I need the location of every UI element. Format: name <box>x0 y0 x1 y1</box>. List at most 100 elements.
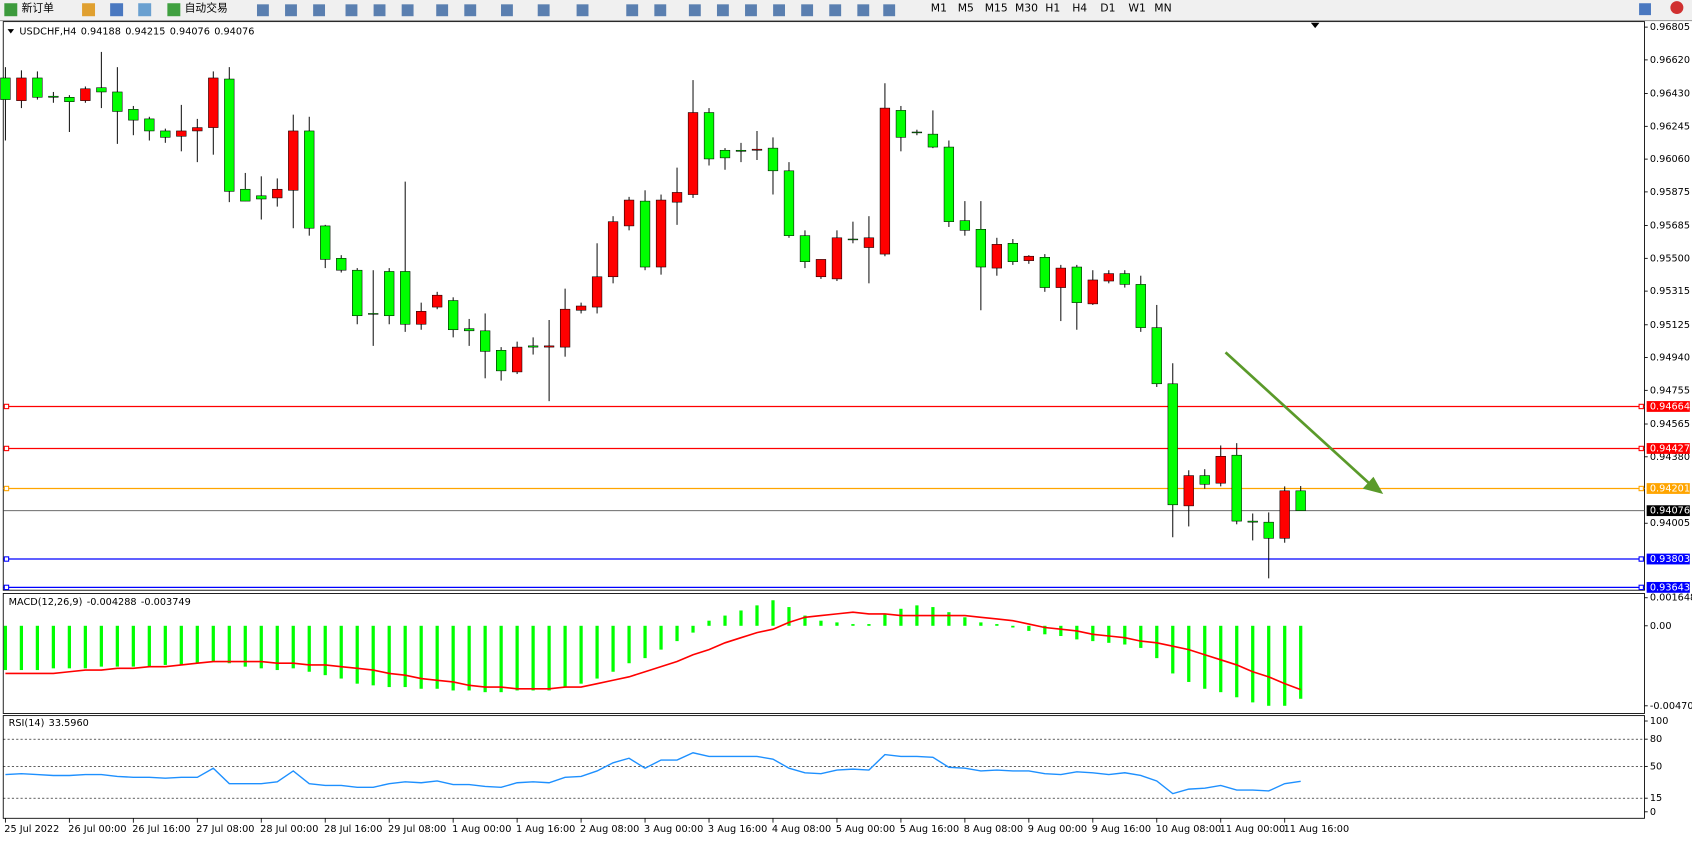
candle-body <box>959 220 971 231</box>
macd-bar <box>595 625 599 679</box>
macd-bar <box>227 625 231 664</box>
rsi-panel <box>2 715 1645 819</box>
timeframe-button[interactable]: W1 <box>1128 2 1146 15</box>
candle-body <box>224 78 235 192</box>
price-tag-label: 0.94076 <box>1650 506 1690 517</box>
toolbar-icon[interactable] <box>801 4 814 17</box>
account-icon[interactable] <box>1670 1 1684 15</box>
toolbar-icon[interactable] <box>82 3 96 17</box>
auto-trading-icon[interactable] <box>167 3 181 17</box>
toolbar-icon[interactable] <box>857 4 870 17</box>
timeframe-button[interactable]: M15 <box>985 2 1008 15</box>
toolbar-icon[interactable] <box>716 4 729 17</box>
candle-body <box>1087 279 1098 305</box>
price-tag <box>1646 505 1690 517</box>
x-tick-label: 9 Aug 00:00 <box>1028 824 1087 835</box>
toolbar-icon[interactable] <box>256 4 269 17</box>
auto-trading-button[interactable]: 自动交易 <box>185 1 228 15</box>
timeframe-button[interactable]: H4 <box>1072 2 1087 15</box>
candle-body <box>0 77 11 100</box>
candle-body <box>64 97 75 102</box>
toolbar-icon[interactable] <box>401 4 414 17</box>
macd-bar <box>291 625 295 669</box>
macd-bar <box>499 625 503 693</box>
candle-body <box>240 188 251 202</box>
timeframe-button[interactable]: H1 <box>1045 2 1060 15</box>
price-tag <box>1646 401 1690 412</box>
toolbar-icon[interactable] <box>626 4 639 17</box>
macd-bar <box>851 624 855 626</box>
candle-body <box>591 276 603 308</box>
new-order-button[interactable]: 新订单 <box>22 1 55 15</box>
candle-body <box>1103 273 1114 282</box>
toolbar-icon[interactable] <box>285 4 297 17</box>
timeframe-button[interactable]: D1 <box>1100 2 1115 15</box>
candle-body <box>671 192 683 203</box>
search-icon[interactable] <box>1639 3 1651 16</box>
new-order-icon[interactable] <box>4 3 18 17</box>
candle-body <box>80 88 91 101</box>
toolbar-icon[interactable] <box>773 4 785 17</box>
macd-bar <box>1091 625 1095 642</box>
timeframe-button[interactable]: MN <box>1154 2 1171 15</box>
candle-body <box>511 346 523 373</box>
candle-body <box>1151 327 1162 385</box>
x-tick-label: 5 Aug 00:00 <box>836 824 895 835</box>
macd-bar <box>35 625 40 671</box>
y-tick-label: 0.95125 <box>1650 320 1690 331</box>
toolbar-icon[interactable] <box>464 4 477 17</box>
toolbar-icon[interactable] <box>576 4 589 17</box>
macd-bar <box>67 625 71 669</box>
x-tick-label: 10 Aug 08:00 <box>1156 824 1221 835</box>
macd-bar <box>867 624 871 626</box>
macd-bar <box>83 625 87 669</box>
candle-body <box>48 95 59 98</box>
candle-body <box>32 77 43 98</box>
y-tick-label: 0.94755 <box>1650 385 1690 396</box>
toolbar-icon[interactable] <box>436 4 449 17</box>
toolbar-icon[interactable] <box>745 4 757 17</box>
indicator-header: RSI(14) 33.5960 <box>9 718 89 729</box>
macd-bar <box>467 625 471 691</box>
x-tick-label: 9 Aug 16:00 <box>1092 824 1151 835</box>
candle-body <box>448 300 459 331</box>
y-tick-label: 0.94005 <box>1650 518 1690 529</box>
candle-body <box>192 127 203 132</box>
candle-body <box>1135 284 1146 328</box>
candle-body <box>144 118 155 132</box>
toolbar-icon[interactable] <box>829 4 842 17</box>
y-tick-label: 0.94940 <box>1650 353 1690 364</box>
macd-bar <box>787 607 791 626</box>
toolbar-icon[interactable] <box>138 3 152 17</box>
x-tick-label: 5 Aug 16:00 <box>900 824 959 835</box>
toolbar-icon[interactable] <box>313 4 326 17</box>
toolbar-icon[interactable] <box>110 3 124 17</box>
toolbar-icons <box>256 4 896 17</box>
candle-body <box>432 294 443 308</box>
toolbar-icon[interactable] <box>501 4 513 17</box>
macd-panel <box>2 593 1645 714</box>
candle-body <box>719 149 731 159</box>
y-tick-label: 0.95685 <box>1650 221 1690 232</box>
macd-bar <box>1171 625 1175 674</box>
candle-body <box>496 350 507 372</box>
header-value: 0.94188 <box>81 26 121 37</box>
toolbar-icon[interactable] <box>345 4 358 17</box>
timeframe-button[interactable]: M30 <box>1015 2 1038 15</box>
toolbar-icon[interactable] <box>688 4 701 17</box>
toolbar-icon[interactable] <box>537 4 550 17</box>
timeframe-button[interactable]: M5 <box>958 2 974 15</box>
macd-bar <box>1299 625 1303 699</box>
indicator-header: USDCHF,H4 0.94188 0.94215 0.94076 0.94076 <box>19 26 254 37</box>
macd-bar <box>339 625 343 679</box>
timeframe-button[interactable]: M1 <box>931 2 947 15</box>
y-tick-label: 0.94380 <box>1650 452 1690 463</box>
toolbar-icon[interactable] <box>883 4 896 17</box>
toolbar-icon[interactable] <box>373 4 386 17</box>
toolbar-icon[interactable] <box>654 4 667 17</box>
header-value: -0.003749 <box>141 597 191 608</box>
macd-bar <box>1011 625 1015 628</box>
price-tag-label: 0.93803 <box>1650 554 1690 565</box>
